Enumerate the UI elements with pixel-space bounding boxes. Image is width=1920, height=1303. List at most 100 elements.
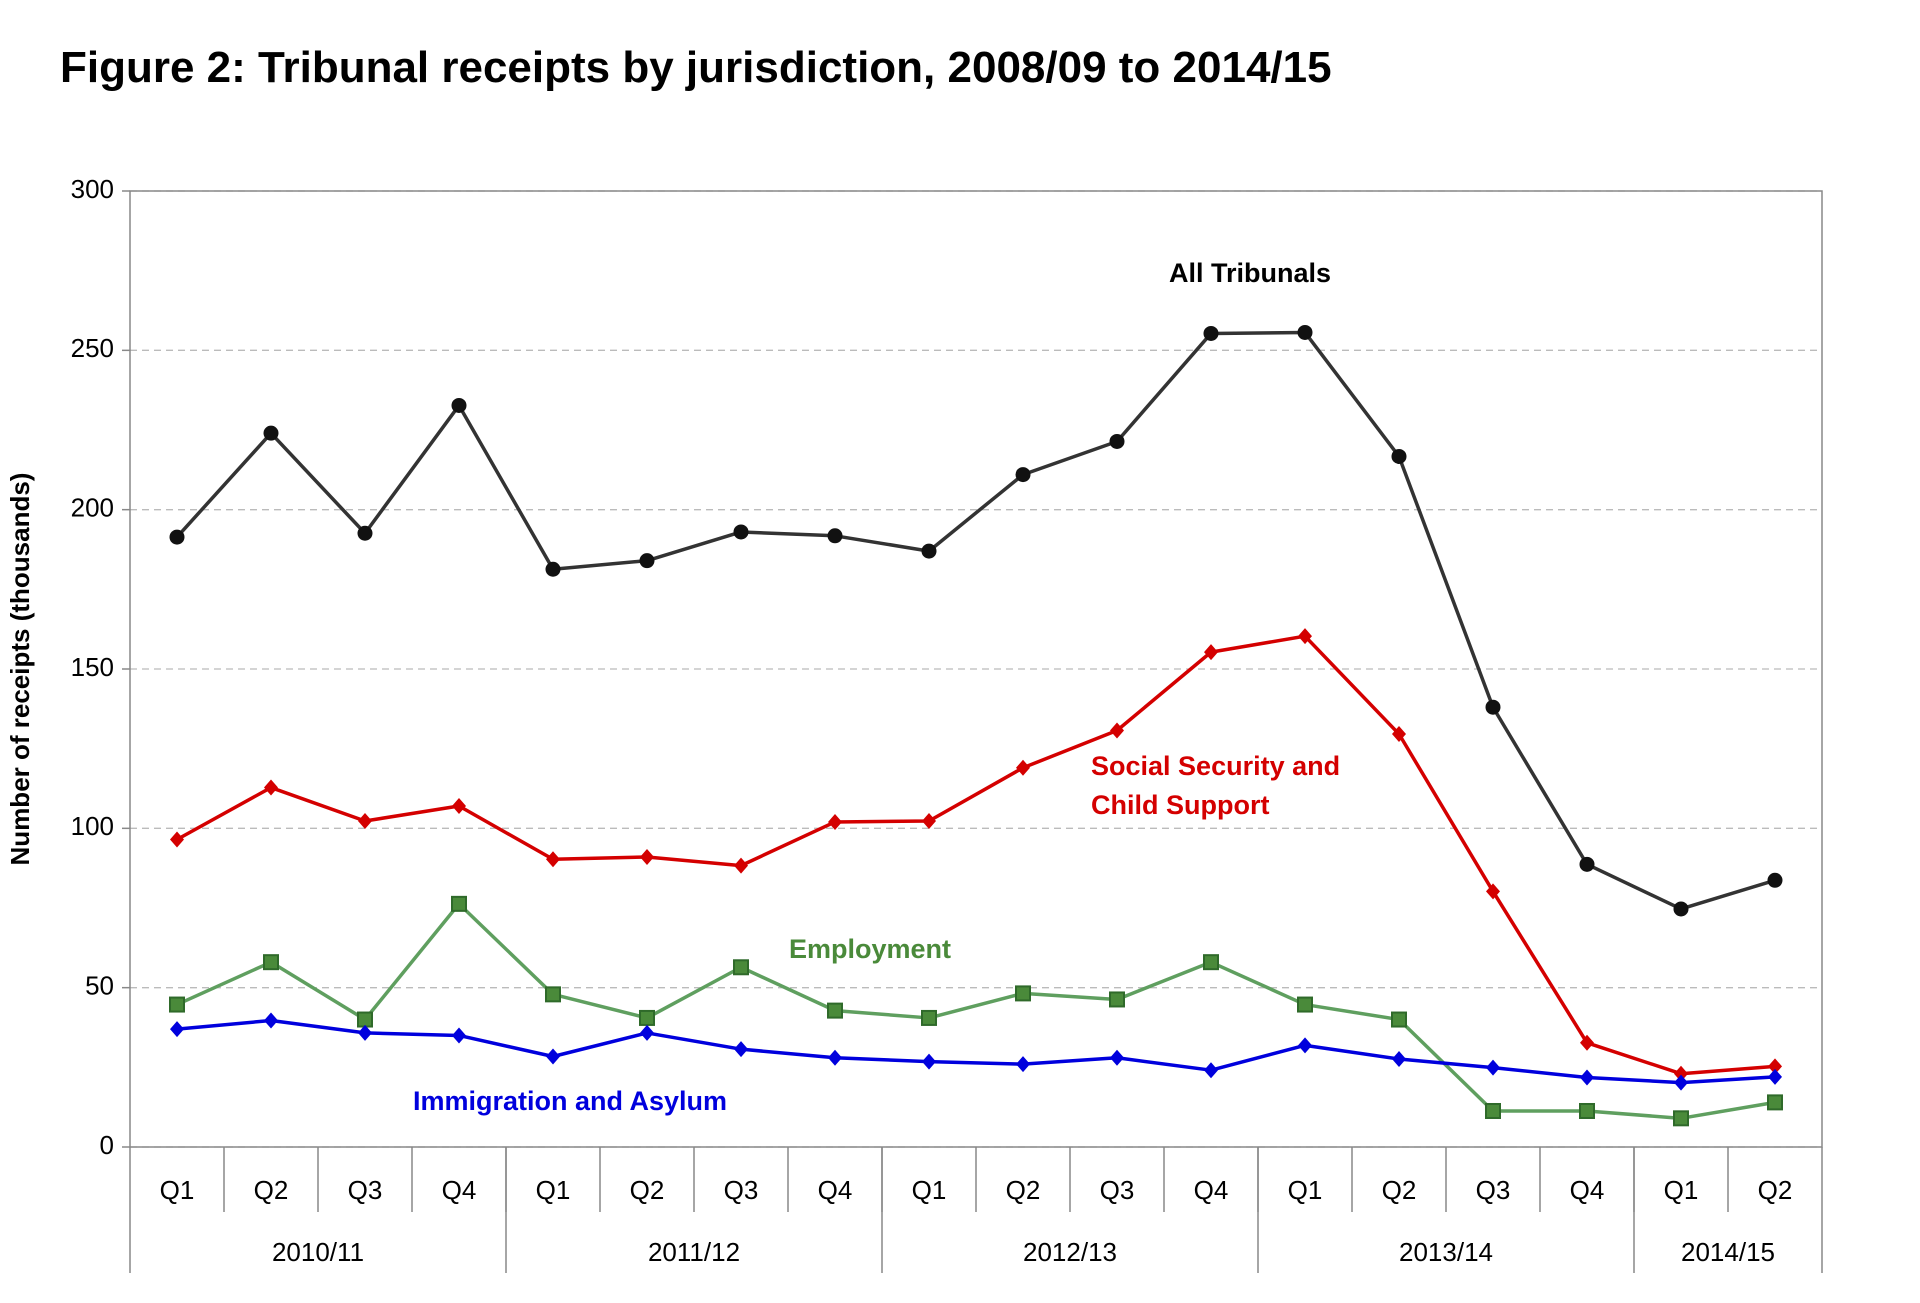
point — [1015, 985, 1031, 1002]
x-tick-label: Q4 — [818, 1175, 853, 1205]
point — [1297, 324, 1313, 340]
point — [1392, 726, 1406, 743]
point — [734, 1041, 748, 1058]
series-label: Employment — [788, 934, 952, 964]
x-tick-label: Q2 — [254, 1175, 289, 1205]
series — [169, 324, 1783, 917]
series-line — [176, 634, 1776, 1076]
point — [733, 524, 749, 540]
point — [921, 1009, 937, 1026]
point — [1768, 1068, 1782, 1085]
x-tick-label: Q2 — [630, 1175, 665, 1205]
point — [828, 813, 842, 830]
point — [451, 397, 467, 413]
y-tick-label: 250 — [71, 333, 114, 363]
x-tick-label: Q4 — [1570, 1175, 1605, 1205]
point — [357, 525, 373, 541]
point — [1579, 856, 1595, 872]
x-tick-label: Q1 — [1664, 1175, 1699, 1205]
point — [263, 954, 279, 971]
point — [545, 986, 561, 1003]
point — [639, 553, 655, 569]
group-label: 2013/14 — [1399, 1237, 1493, 1267]
point — [922, 1053, 936, 1070]
group-label: 2014/15 — [1681, 1237, 1775, 1267]
point — [640, 849, 654, 866]
point — [1391, 448, 1407, 464]
point — [1768, 1058, 1782, 1075]
y-tick-label: 150 — [71, 652, 114, 682]
point — [1391, 1011, 1407, 1028]
point — [1203, 954, 1219, 971]
point — [545, 561, 561, 577]
point — [1016, 759, 1030, 776]
x-tick-label: Q1 — [536, 1175, 571, 1205]
point — [451, 895, 467, 912]
y-tick-label: 300 — [71, 174, 114, 204]
point — [1580, 1034, 1594, 1051]
y-tick-label: 100 — [71, 811, 114, 841]
point — [1485, 699, 1501, 715]
x-tick-label: Q4 — [442, 1175, 477, 1205]
point — [1016, 1056, 1030, 1073]
x-tick-label: Q2 — [1006, 1175, 1041, 1205]
point — [263, 425, 279, 441]
point — [734, 857, 748, 874]
point — [1109, 991, 1125, 1008]
series-line — [176, 1018, 1776, 1085]
y-tick-label: 200 — [71, 493, 114, 523]
point — [1674, 1074, 1688, 1091]
point — [357, 1011, 373, 1028]
point — [1298, 1037, 1312, 1054]
point — [921, 543, 937, 559]
point — [1204, 644, 1218, 661]
point — [1673, 1110, 1689, 1127]
x-tick-label: Q1 — [1288, 1175, 1323, 1205]
point — [1298, 628, 1312, 645]
x-tick-label: Q1 — [912, 1175, 947, 1205]
x-tick-label: Q2 — [1758, 1175, 1793, 1205]
series — [170, 1012, 1782, 1091]
point — [264, 779, 278, 796]
point — [452, 798, 466, 815]
x-tick-label: Q1 — [160, 1175, 195, 1205]
point — [827, 528, 843, 544]
point — [1673, 901, 1689, 917]
y-tick-label: 50 — [85, 971, 114, 1001]
point — [1204, 1062, 1218, 1079]
series — [169, 895, 1783, 1127]
chart-title: Figure 2: Tribunal receipts by jurisdict… — [60, 43, 1332, 92]
point — [640, 1024, 654, 1041]
point — [170, 1021, 184, 1038]
series — [170, 628, 1782, 1082]
x-tick-label: Q3 — [1100, 1175, 1135, 1205]
point — [1767, 872, 1783, 888]
x-tick-label: Q3 — [1476, 1175, 1511, 1205]
series-label: All Tribunals — [1168, 258, 1332, 288]
point — [1109, 433, 1125, 449]
point — [170, 831, 184, 848]
y-tick-label: 0 — [100, 1130, 114, 1160]
point — [1110, 722, 1124, 739]
series-label: Social Security and Child Support — [1091, 751, 1341, 820]
point — [827, 1002, 843, 1019]
point — [358, 1024, 372, 1041]
point — [733, 959, 749, 976]
x-tick-label: Q2 — [1382, 1175, 1417, 1205]
group-label: 2011/12 — [648, 1237, 740, 1267]
point — [922, 813, 936, 830]
y-axis-title: Number of receipts (thousands) — [5, 473, 35, 866]
point — [1392, 1051, 1406, 1068]
x-tick-label: Q3 — [348, 1175, 383, 1205]
point — [546, 1048, 560, 1065]
point — [1110, 1049, 1124, 1066]
point — [639, 1009, 655, 1026]
group-label: 2012/13 — [1023, 1237, 1117, 1267]
point — [1486, 1059, 1500, 1076]
point — [828, 1049, 842, 1066]
series-label: Immigration and Asylum — [412, 1086, 728, 1116]
point — [1485, 1102, 1501, 1119]
x-tick-label: Q3 — [724, 1175, 759, 1205]
